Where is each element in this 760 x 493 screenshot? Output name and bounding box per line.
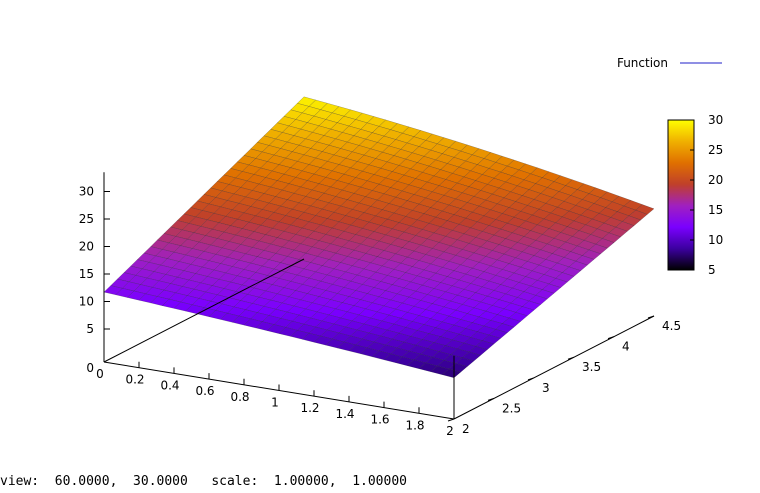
x-tick-label: 1	[271, 396, 279, 410]
y-tick-mark	[647, 315, 655, 319]
y-tick-label: 2	[462, 422, 470, 436]
colorbar-tick-label: 20	[708, 173, 723, 187]
x-tick-label: 0	[96, 367, 104, 381]
tick-labels: 0 0.2 0.4 0.6 0.8 1 1.2 1.4 1.6 1.8 2 2 2.5 3 3.5 4 4.5 5…	[79, 185, 681, 439]
y-tick-label: 4	[622, 340, 630, 354]
y-tick-mark	[607, 336, 615, 340]
x-tick-label: 0.2	[125, 373, 144, 387]
y-tick-label: 4.5	[662, 319, 681, 333]
y-tick-label: 3	[542, 381, 550, 395]
y-tick-label: 3.5	[582, 360, 601, 374]
x-tick-label: 0.8	[230, 390, 249, 404]
z-tick-label: 20	[79, 240, 94, 254]
colorbar-tick-label: 30	[708, 113, 723, 127]
axis-line	[453, 315, 655, 420]
z-tick-label: 30	[79, 185, 94, 199]
axis-line	[103, 258, 305, 363]
colorbar-tick-label: 15	[708, 203, 723, 217]
colorbar-tick-label: 5	[708, 263, 716, 277]
surface-mesh	[103, 96, 655, 378]
y-tick-mark	[487, 397, 495, 401]
z-origin-label: 0	[86, 361, 94, 375]
z-tick-label: 25	[79, 212, 94, 226]
y-tick-mark	[527, 377, 535, 381]
y-tick-label: 2.5	[502, 401, 521, 415]
y-tick-mark	[447, 418, 455, 422]
colorbar-tick-label: 10	[708, 233, 723, 247]
x-tick-label: 1.4	[335, 407, 354, 421]
legend-label: Function	[617, 56, 668, 70]
legend: Function	[617, 56, 722, 70]
y-tick-mark	[567, 356, 575, 360]
status-bar: view: 60.0000, 30.0000 scale: 1.00000, 1…	[0, 474, 407, 489]
x-tick-label: 1.6	[370, 413, 389, 427]
x-tick-label: 1.2	[300, 401, 319, 415]
x-tick-label: 1.8	[405, 418, 424, 432]
x-tick-label: 0.6	[195, 384, 214, 398]
colorbar: 5 10 15 20 25 30	[667, 113, 723, 277]
z-tick-label: 5	[86, 322, 94, 336]
colorbar-gradient	[667, 119, 695, 271]
x-tick-label: 0.4	[160, 378, 179, 392]
z-tick-label: 15	[79, 267, 94, 281]
x-tick-label: 2	[446, 424, 454, 438]
surface-facet	[441, 368, 462, 378]
colorbar-tick-label: 25	[708, 143, 723, 157]
z-tick-label: 10	[79, 295, 94, 309]
colorbar-ticks: 5 10 15 20 25 30	[690, 113, 723, 277]
